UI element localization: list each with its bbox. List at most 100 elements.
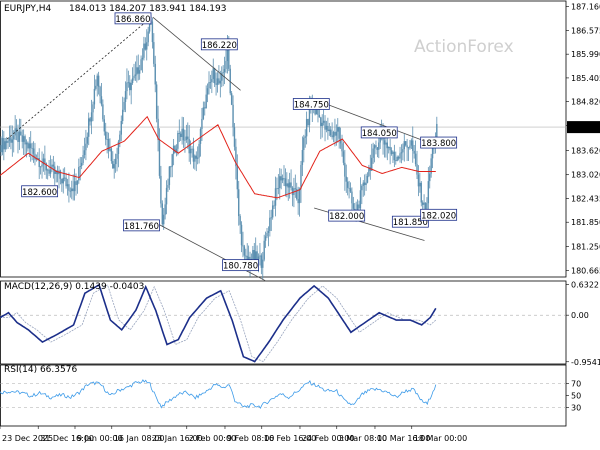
candle-body (338, 127, 340, 139)
candle-body (134, 74, 137, 76)
candle-body (296, 189, 298, 199)
candle-body (264, 236, 267, 241)
candle-body (46, 169, 49, 171)
price-label-box (114, 12, 152, 25)
candle-body (305, 119, 308, 137)
candle-body (256, 251, 258, 260)
candle-body (339, 138, 342, 144)
candle-body (129, 82, 131, 91)
macd-frame (0, 280, 567, 365)
candle-body (174, 145, 176, 153)
candle-body (298, 188, 301, 204)
price-label: 180.780 (223, 262, 258, 272)
ohlc-header: 184.013 184.207 183.941 184.193 (69, 4, 226, 14)
rsi-line (0, 379, 437, 410)
candle-body (277, 188, 280, 189)
candle-body (73, 181, 76, 192)
rsi-frame (0, 364, 567, 427)
candle-body (297, 198, 299, 204)
candle-body (221, 72, 223, 81)
candle-body (351, 191, 353, 204)
candle-body (160, 175, 162, 204)
time-tick-label: 2 Feb 00:00 (189, 434, 236, 443)
price-label-box (222, 259, 259, 272)
candle-body (423, 202, 425, 205)
candle-body (230, 93, 233, 105)
candle-body (365, 182, 367, 186)
candle-body (124, 91, 127, 102)
dashed-trendline (6, 16, 152, 140)
symbol-header: EURJPY,H4 (4, 4, 52, 14)
candle-body (34, 153, 36, 160)
candle-body (279, 176, 281, 189)
candle-body (359, 190, 362, 209)
candle-body (100, 96, 103, 105)
candle-body (144, 43, 147, 50)
candle-body (236, 166, 239, 190)
candle-body (45, 163, 47, 171)
candle-body (271, 205, 274, 218)
candle-body (245, 255, 247, 257)
candle-body (218, 78, 220, 84)
candle-body (154, 63, 156, 85)
candle-body (429, 173, 431, 182)
candle-body (181, 128, 183, 138)
candle-body (126, 82, 128, 92)
candle-body (146, 42, 148, 50)
candle-body (242, 245, 244, 247)
candle-body (341, 143, 343, 152)
candle-body (157, 118, 159, 141)
price-panel[interactable]: 186.860 186.220 184.750 184.050 183.800 182.6… (0, 12, 458, 282)
candle-body (216, 78, 219, 85)
candle-body (92, 104, 94, 113)
candle-body (318, 114, 321, 118)
candle-body (212, 68, 214, 80)
candle-body (131, 78, 134, 83)
candle-body (346, 181, 349, 188)
price-label: 184.050 (362, 129, 397, 139)
candle-body (78, 167, 80, 181)
macd-tick-label: -0.9541 (571, 358, 600, 367)
candle-body (163, 214, 165, 225)
candle-body (192, 148, 195, 162)
rsi-panel[interactable] (0, 379, 566, 410)
candle-body (89, 118, 91, 122)
candle-body (38, 158, 40, 168)
candle-body (407, 147, 410, 149)
candle-body (20, 131, 22, 136)
candle-body (15, 128, 18, 132)
candle-body (3, 138, 5, 150)
candle-body (356, 204, 359, 214)
rsi-tick-label: 70 (571, 379, 581, 388)
candle-body (263, 240, 265, 260)
candle-body (301, 149, 304, 165)
macd-panel[interactable] (0, 283, 566, 363)
candle-body (223, 69, 226, 73)
macd-signal-line (0, 284, 437, 363)
time-tick-label: 16 Feb 16:00 (264, 434, 316, 443)
candle-body (404, 141, 407, 146)
candle-body (105, 131, 107, 140)
candle-body (51, 164, 53, 170)
candle-body (196, 157, 199, 159)
trendline (152, 16, 241, 91)
macd-line (0, 283, 437, 363)
price-label-box (123, 219, 160, 232)
candle-body (413, 150, 415, 154)
candle-body (28, 143, 30, 149)
price-frame (0, 0, 567, 278)
candle-body (337, 127, 339, 132)
candle-body (80, 162, 83, 167)
candle-body (153, 42, 155, 64)
candle-body (167, 185, 169, 188)
candle-body (195, 155, 197, 159)
candle-body (103, 119, 105, 132)
candle-body (402, 149, 404, 153)
candle-body (399, 153, 401, 159)
price-tick-label: 183.620 (571, 146, 600, 155)
candle-body (187, 136, 189, 140)
candle-body (158, 140, 161, 176)
candle-body (130, 82, 132, 91)
candle-body (226, 45, 229, 62)
